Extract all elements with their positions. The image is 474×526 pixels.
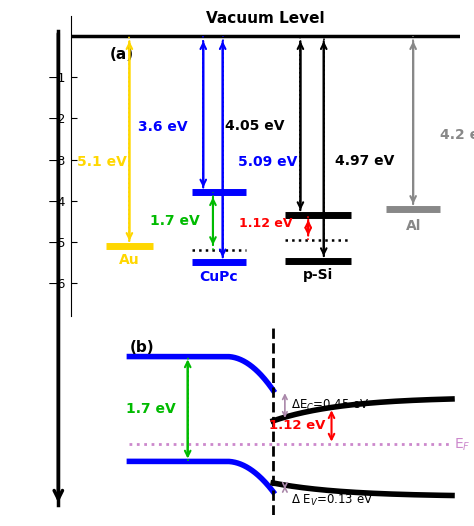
- Text: p-Si: p-Si: [303, 268, 333, 282]
- Text: Vacuum Level: Vacuum Level: [206, 11, 325, 26]
- Text: Au: Au: [119, 253, 140, 267]
- Text: 1.7 eV: 1.7 eV: [126, 402, 176, 416]
- Text: CuPc: CuPc: [200, 270, 238, 284]
- Text: 4.2 eV: 4.2 eV: [440, 128, 474, 142]
- Text: 1.12 eV: 1.12 eV: [269, 419, 326, 432]
- Text: (b): (b): [129, 340, 154, 355]
- Text: 5.1 eV: 5.1 eV: [77, 155, 127, 168]
- Text: 1.12 eV: 1.12 eV: [239, 217, 292, 230]
- Text: 5.09 eV: 5.09 eV: [238, 155, 298, 168]
- Text: $\Delta$ E$_V$=0.13 eV: $\Delta$ E$_V$=0.13 eV: [291, 493, 373, 508]
- Text: 1.7 eV: 1.7 eV: [150, 214, 200, 228]
- Text: Al: Al: [405, 219, 421, 233]
- Text: 3.6 eV: 3.6 eV: [138, 120, 188, 134]
- Text: (a): (a): [110, 47, 134, 62]
- Text: E$_F$: E$_F$: [454, 436, 471, 453]
- Text: $\Delta$E$_C$=0.45 eV: $\Delta$E$_C$=0.45 eV: [291, 398, 369, 413]
- Text: 4.05 eV: 4.05 eV: [225, 119, 285, 133]
- Text: 4.97 eV: 4.97 eV: [336, 154, 395, 168]
